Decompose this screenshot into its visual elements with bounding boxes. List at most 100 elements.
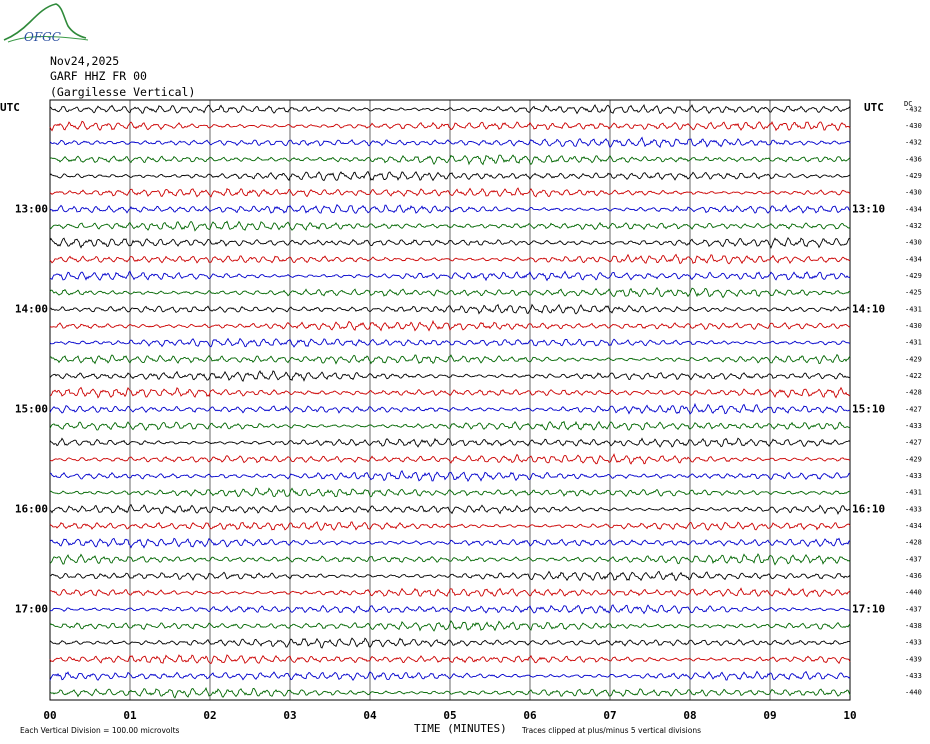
dc-offset-label: -428: [905, 389, 922, 397]
seismic-trace: [49, 521, 851, 531]
left-hour-label: 17:00: [15, 602, 48, 615]
dc-offset-label: -422: [905, 372, 922, 380]
footer-left-note: Each Vertical Division = 100.00 microvol…: [20, 726, 180, 735]
dc-offset-label: -434: [905, 205, 922, 213]
seismic-trace: [49, 670, 851, 682]
left-hour-label: 13:00: [15, 202, 48, 215]
seismic-trace: [49, 253, 851, 265]
seismic-trace: [49, 453, 851, 465]
seismic-trace: [49, 637, 851, 649]
dc-offset-label: -434: [905, 522, 922, 530]
logo-mountain-icon: [3, 3, 87, 41]
left-hour-label: 15:00: [15, 402, 48, 415]
traces: [49, 103, 851, 699]
right-hour-label: 14:10: [852, 302, 885, 315]
seismic-trace: [49, 204, 851, 214]
seismic-trace: [49, 353, 851, 365]
dc-offset-label: -436: [905, 572, 922, 580]
dc-offset-label: -432: [905, 139, 922, 147]
dc-offset-label: -433: [905, 472, 922, 480]
dc-offset-label: -430: [905, 189, 922, 197]
seismic-trace: [49, 337, 851, 348]
x-tick-label: 01: [123, 709, 137, 722]
x-tick-label: 02: [203, 709, 216, 722]
gridlines: [129, 100, 771, 700]
seismic-trace: [49, 537, 851, 549]
x-tick-label: 07: [603, 709, 616, 722]
seismic-trace: [49, 220, 851, 232]
seismic-trace: [49, 370, 851, 382]
ofgc-logo: OFGC: [3, 3, 89, 44]
dc-label: DC: [904, 100, 912, 108]
x-tick-label: 05: [443, 709, 456, 722]
dc-offset-label: -432: [905, 222, 922, 230]
dc-offset-label: -434: [905, 255, 922, 263]
x-axis-title: TIME (MINUTES): [414, 722, 507, 735]
dc-offset-label: -433: [905, 639, 922, 647]
right-hour-label: 16:10: [852, 502, 885, 515]
right-hour-label: 15:10: [852, 402, 885, 415]
dc-offset-label: -433: [905, 422, 922, 430]
seismic-trace: [49, 120, 851, 132]
dc-offset-label: -433: [905, 672, 922, 680]
dc-offset-label: -440: [905, 689, 922, 697]
logo-swoosh-icon: [7, 36, 89, 43]
seismic-trace: [49, 136, 851, 149]
dc-offset-label: -431: [905, 489, 922, 497]
seismic-trace: [49, 402, 851, 415]
seismic-trace: [49, 236, 851, 249]
x-tick-label: 08: [683, 709, 696, 722]
seismic-trace: [49, 154, 851, 166]
right-hour-label: 13:10: [852, 202, 885, 215]
seismic-trace: [49, 420, 851, 431]
x-tick-label: 09: [763, 709, 776, 722]
seismic-trace: [49, 654, 851, 665]
dc-offset-label: -438: [905, 622, 922, 630]
seismic-trace: [49, 437, 851, 448]
dc-offset-label: -432: [905, 105, 922, 113]
seismic-trace: [49, 570, 851, 582]
seismic-trace: [49, 287, 851, 299]
station-label: GARF HHZ FR 00: [50, 69, 147, 83]
dc-offset-label: -439: [905, 655, 922, 663]
dc-offset-label: -427: [905, 439, 922, 447]
dc-offset-label: -436: [905, 155, 922, 163]
x-tick-label: 04: [363, 709, 377, 722]
seismic-trace: [49, 187, 851, 198]
seismic-trace: [49, 604, 851, 615]
x-tick-label: 10: [843, 709, 856, 722]
dc-offset-label: -428: [905, 539, 922, 547]
dc-offset-label: -429: [905, 272, 922, 280]
left-hour-label: 16:00: [15, 502, 48, 515]
dc-offset-label: -430: [905, 322, 922, 330]
seismic-trace: [49, 686, 851, 699]
seismic-trace: [49, 319, 851, 332]
footer-right-note: Traces clipped at plus/minus 5 vertical …: [521, 726, 701, 735]
dc-offset-label: -433: [905, 505, 922, 513]
seismic-trace: [49, 587, 851, 598]
dc-offset-label: -429: [905, 172, 922, 180]
dc-offset-label: -429: [905, 355, 922, 363]
right-hour-label: 17:10: [852, 602, 885, 615]
dc-offset-label: -431: [905, 305, 922, 313]
seismic-trace: [49, 303, 851, 315]
x-tick-labels: 00 01 02 03 04 05 06 07 08 09 10: [43, 709, 856, 722]
dc-offset-labels: -432 -430 -432 -436 -429 -430 -434 -432 -430 -434…: [905, 105, 922, 696]
seismic-trace: [49, 553, 851, 566]
dc-offset-label: -425: [905, 289, 922, 297]
x-tick-label: 03: [283, 709, 296, 722]
dc-offset-label: -440: [905, 589, 922, 597]
seismic-trace: [49, 469, 851, 482]
dc-offset-label: -431: [905, 339, 922, 347]
seismic-trace: [49, 103, 851, 115]
seismic-trace: [49, 620, 851, 632]
dc-offset-label: -429: [905, 455, 922, 463]
logo-text: OFGC: [24, 30, 61, 44]
location-label: (Gargilesse Vertical): [50, 85, 195, 99]
left-utc-label: UTC: [0, 101, 20, 114]
x-tick-label: 06: [523, 709, 537, 722]
dc-offset-label: -430: [905, 122, 922, 130]
date-label: Nov24,2025: [50, 54, 119, 68]
seismic-trace: [49, 503, 851, 515]
